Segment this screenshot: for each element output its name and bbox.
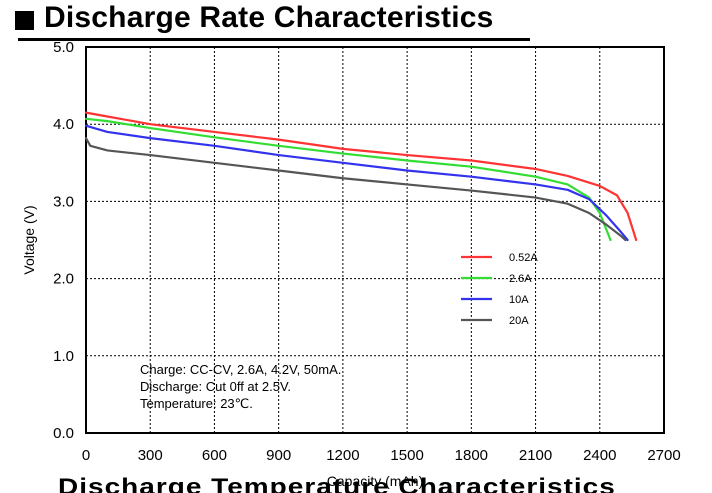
x-tick-label: 0 (82, 447, 90, 464)
annotation-text: Discharge: Cut 0ff at 2.5V. (140, 379, 291, 394)
y-tick-label: 4.0 (53, 116, 74, 133)
x-tick-label: 2100 (519, 447, 552, 464)
partial-next-heading: Discharge Temperature Characteristics (58, 474, 616, 493)
x-tick-label: 1500 (390, 447, 423, 464)
y-tick-label: 3.0 (53, 193, 74, 210)
series-line-26a (84, 117, 612, 242)
x-tick-label: 2700 (647, 447, 680, 464)
title-square-icon (15, 10, 34, 30)
series-line-10a (84, 124, 629, 242)
series-line-20a (84, 137, 627, 242)
series-line-052a (84, 111, 638, 242)
x-tick-label: 1200 (326, 447, 359, 464)
legend-label: 10A (509, 294, 529, 306)
annotation-text: Charge: CC-CV, 2.6A, 4.2V, 50mA. (140, 362, 341, 377)
x-axis-label: Capacity (mAh) (327, 473, 423, 489)
title-underline (18, 38, 530, 41)
x-tick-label: 300 (138, 447, 163, 464)
legend-label: 2.6A (509, 273, 532, 285)
annotation-text: Temperature: 23℃. (140, 396, 253, 411)
y-tick-label: 2.0 (53, 271, 74, 288)
y-tick-label: 5.0 (53, 39, 74, 56)
y-tick-label: 1.0 (53, 348, 74, 365)
title-row: Discharge Rate Characteristics (15, 0, 494, 38)
y-tick-label: 0.0 (53, 425, 74, 442)
x-tick-label: 1800 (455, 447, 488, 464)
page-title: Discharge Rate Characteristics (44, 1, 494, 34)
legend-label: 0.52A (509, 252, 538, 264)
x-tick-label: 600 (202, 447, 227, 464)
x-tick-label: 2400 (583, 447, 616, 464)
legend-label: 20A (509, 315, 529, 327)
x-tick-label: 900 (266, 447, 291, 464)
plot-frame (85, 46, 665, 434)
y-axis-label: Voltage (V) (21, 205, 37, 274)
